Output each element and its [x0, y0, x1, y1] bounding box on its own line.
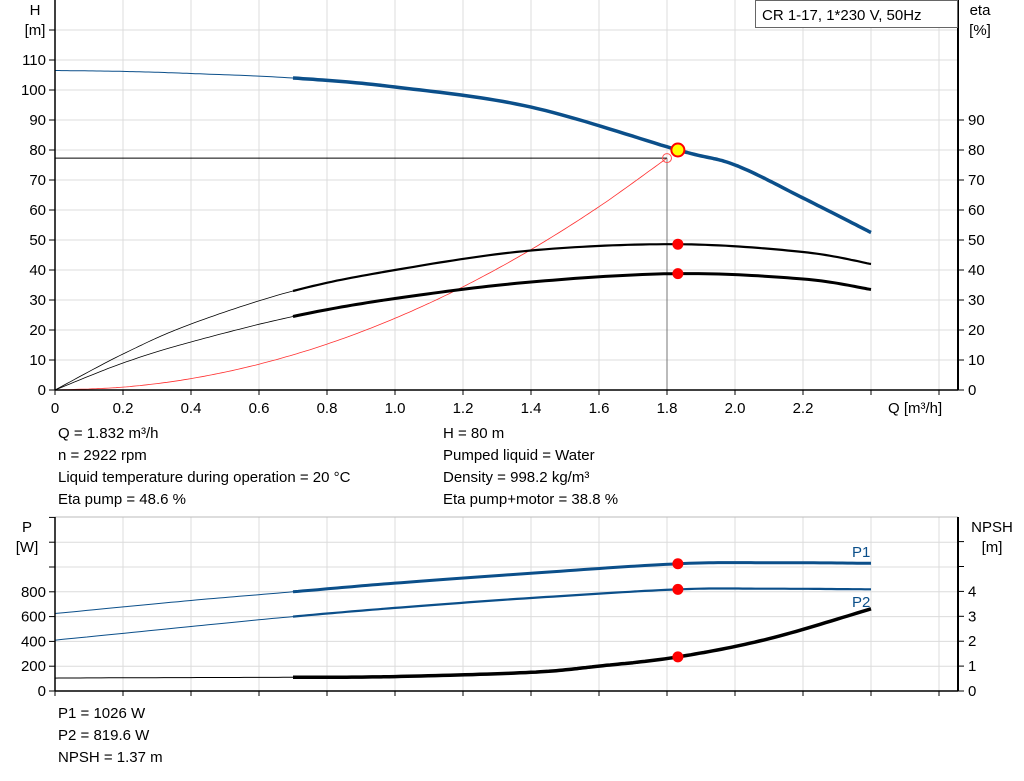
info-flow: Q = 1.832 m³/h: [58, 425, 159, 442]
eta-pump-curve: [292, 243, 872, 293]
p-tick-label: 0: [38, 683, 46, 700]
eta-tick-label: 80: [968, 142, 985, 159]
p2-curve: [292, 587, 871, 618]
eta-tick-label: 40: [968, 262, 985, 279]
x-tick-label: 1.6: [589, 400, 610, 417]
eta-tick-label: 90: [968, 112, 985, 129]
h-tick-label: 40: [29, 262, 46, 279]
eta-tick-label: 50: [968, 232, 985, 249]
p-tick-label: 800: [21, 584, 46, 601]
h-tick-label: 10: [29, 352, 46, 369]
power-marker: [672, 558, 684, 570]
info-p1: P1 = 1026 W: [58, 705, 146, 722]
npsh-marker: [672, 651, 684, 663]
eta-marker: [672, 268, 684, 280]
x-tick-label: 2.0: [725, 400, 746, 417]
npsh-curve: [293, 607, 872, 680]
x-tick-label: 1.0: [385, 400, 406, 417]
p2-series-label: P2: [852, 594, 870, 611]
h-tick-label: 60: [29, 202, 46, 219]
legend-box: CR 1-17, 1*230 V, 50Hz: [755, 0, 958, 28]
grid: [55, 0, 958, 691]
npsh-tick-label: 0: [968, 683, 976, 700]
eta-tick-label: 10: [968, 352, 985, 369]
x-tick-label: 0.2: [113, 400, 134, 417]
h-tick-label: 80: [29, 142, 46, 159]
system-curve: [54, 157, 668, 391]
p-axis-unit: [W]: [16, 539, 39, 556]
intersection-marker: [662, 153, 672, 164]
npsh-curve: [54, 676, 293, 679]
eta-pump-curve: [54, 290, 294, 391]
npsh-axis-unit: [m]: [982, 539, 1003, 556]
h-tick-label: 70: [29, 172, 46, 189]
eta-pump-motor-curve: [54, 316, 294, 391]
legend-text: CR 1-17, 1*230 V, 50Hz: [762, 7, 922, 24]
p2-curve: [54, 616, 294, 641]
x-tick-label: 0.6: [249, 400, 270, 417]
h-tick-label: 0: [38, 382, 46, 399]
info-p2: P2 = 819.6 W: [58, 727, 150, 744]
eta-axis-unit: [%]: [969, 22, 991, 39]
eta-tick-label: 0: [968, 382, 976, 399]
x-tick-label: 2.2: [793, 400, 814, 417]
axes: 0 0.2 0.4 0.6 0.8 1.0 1.2 1.4 1.6 1.8 2.0 2.2010203…: [21, 0, 985, 700]
eta-tick-label: 20: [968, 322, 985, 339]
eta-marker: [672, 238, 684, 250]
info-speed: n = 2922 rpm: [58, 447, 147, 464]
x-tick-label: 1.8: [657, 400, 678, 417]
eta-tick-label: 60: [968, 202, 985, 219]
npsh-axis-label: NPSH: [971, 519, 1013, 536]
h-axis-unit: [m]: [25, 22, 46, 39]
eta-axis-label: eta: [970, 2, 992, 19]
p1-curve: [54, 591, 294, 614]
info-bottom: P1 = 1026 W P2 = 819.6 W NPSH = 1.37 m: [58, 703, 163, 769]
power-marker: [672, 583, 684, 595]
eta-tick-label: 70: [968, 172, 985, 189]
info-npsh: NPSH = 1.37 m: [58, 749, 163, 766]
h-tick-label: 100: [21, 82, 46, 99]
npsh-tick-label: 2: [968, 633, 976, 650]
x-tick-label: 0: [51, 400, 59, 417]
x-tick-label: 1.2: [453, 400, 474, 417]
x-tick-label: 0.4: [181, 400, 202, 417]
h-tick-label: 110: [22, 52, 46, 69]
duty-point-marker: [670, 142, 686, 158]
h-tick-label: 50: [29, 232, 46, 249]
p-tick-label: 400: [21, 633, 46, 650]
info-liquid: Pumped liquid = Water: [443, 447, 595, 464]
info-top-left: Q = 1.832 m³/h n = 2922 rpm Liquid tempe…: [58, 423, 350, 511]
head-curve: [292, 76, 872, 235]
markers: [662, 142, 686, 663]
h-tick-label: 30: [29, 292, 46, 309]
info-top-right: H = 80 m Pumped liquid = Water Density =…: [443, 423, 618, 511]
p-tick-label: 200: [21, 658, 46, 675]
npsh-tick-label: 1: [968, 658, 976, 675]
x-tick-label: 0.8: [317, 400, 338, 417]
h-tick-label: 20: [29, 322, 46, 339]
eta-pump-motor-curve: [292, 272, 872, 318]
p-axis-label: P: [22, 519, 32, 536]
info-eta-pump-motor: Eta pump+motor = 38.8 %: [443, 491, 619, 508]
info-temperature: Liquid temperature during operation = 20…: [58, 469, 351, 486]
h-axis-label: H: [30, 2, 41, 19]
eta-tick-label: 30: [968, 292, 985, 309]
head-curve: [55, 70, 294, 79]
npsh-tick-label: 3: [968, 608, 976, 625]
q-axis-label: Q [m³/h]: [888, 400, 942, 417]
x-tick-label: 1.4: [521, 400, 542, 417]
info-head: H = 80 m: [443, 425, 505, 442]
p1-curve: [292, 561, 871, 594]
p1-series-label: P1: [852, 544, 870, 561]
npsh-tick-label: 4: [968, 583, 976, 600]
info-eta-pump: Eta pump = 48.6 %: [58, 491, 186, 508]
h-tick-label: 90: [29, 112, 46, 129]
info-density: Density = 998.2 kg/m³: [443, 469, 590, 486]
p-tick-label: 600: [21, 609, 46, 626]
